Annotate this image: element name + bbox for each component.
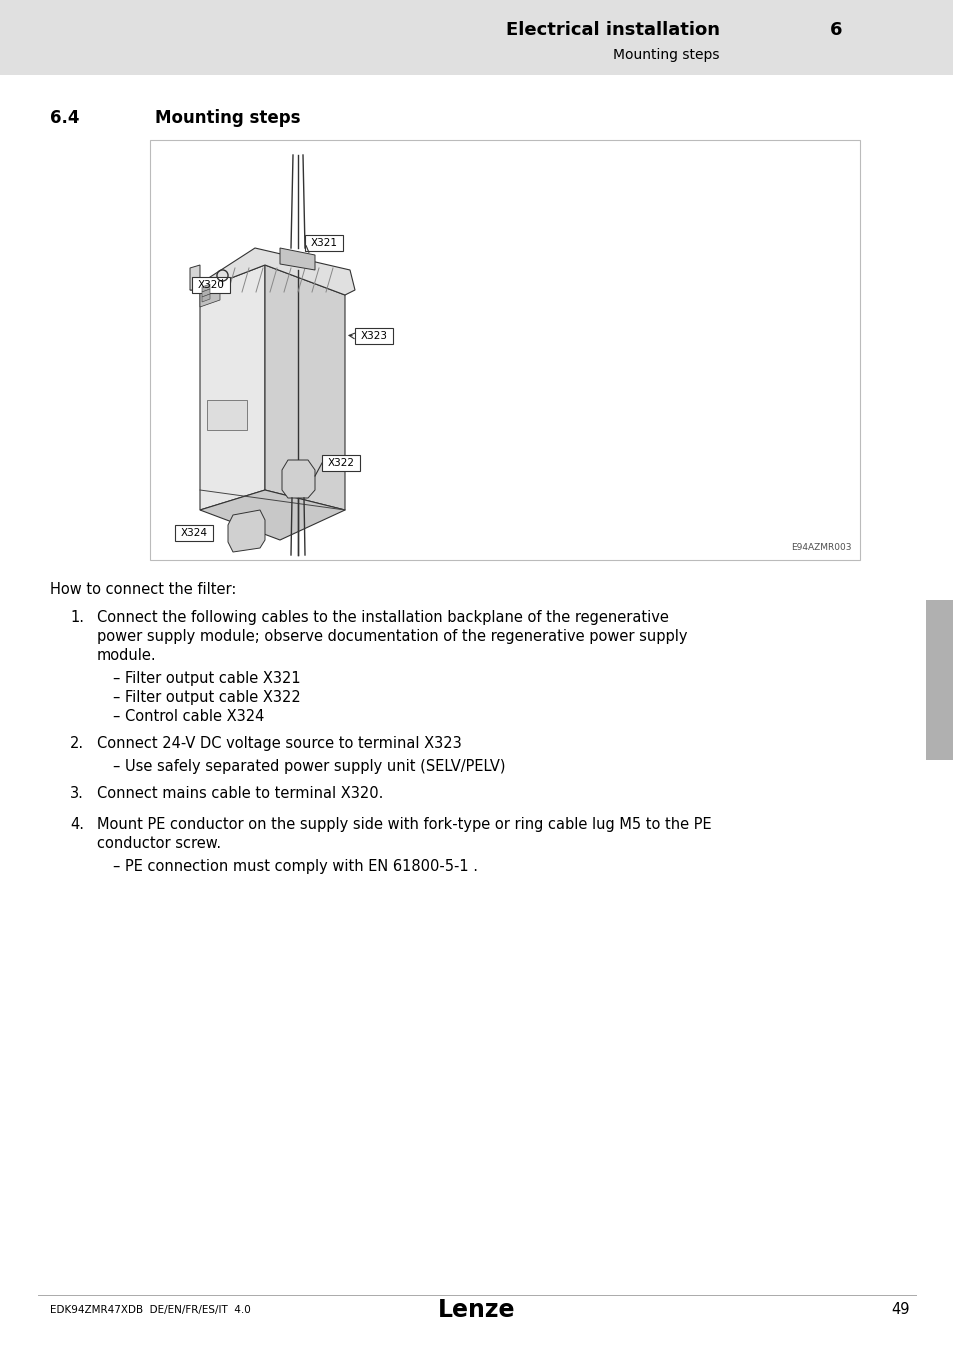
Bar	[925, 599, 953, 760]
Bar	[192, 277, 230, 293]
Bar	[174, 525, 213, 541]
Text: How to connect the filter:: How to connect the filter:	[50, 582, 236, 597]
Text: 2.: 2.	[70, 736, 84, 751]
Text: X321: X321	[310, 238, 337, 248]
Bar	[305, 235, 343, 251]
Text: – Filter output cable X322: – Filter output cable X322	[112, 690, 300, 705]
Text: – PE connection must comply with EN 61800-5-1 .: – PE connection must comply with EN 6180…	[112, 859, 477, 873]
Polygon shape	[200, 265, 265, 510]
Text: 49: 49	[890, 1303, 909, 1318]
Text: X324: X324	[180, 528, 208, 539]
Bar	[355, 328, 393, 344]
Text: Connect the following cables to the installation backplane of the regenerative: Connect the following cables to the inst…	[97, 610, 668, 625]
Text: E94AZMR003: E94AZMR003	[791, 543, 851, 552]
Text: – Control cable X324: – Control cable X324	[112, 709, 264, 724]
Polygon shape	[280, 248, 314, 270]
Bar	[322, 455, 359, 471]
Polygon shape	[200, 490, 345, 540]
Text: 6: 6	[829, 22, 841, 39]
Text: – Use safely separated power supply unit (SELV/PELV): – Use safely separated power supply unit…	[112, 759, 505, 774]
Text: Lenze: Lenze	[437, 1297, 516, 1322]
Text: conductor screw.: conductor screw.	[97, 836, 221, 850]
Polygon shape	[200, 278, 220, 306]
Text: Mount PE conductor on the supply side with fork-type or ring cable lug M5 to the: Mount PE conductor on the supply side wi…	[97, 817, 711, 832]
Bar	[207, 400, 247, 431]
Text: – Filter output cable X321: – Filter output cable X321	[112, 671, 300, 686]
Text: EDK94ZMR47XDB  DE/EN/FR/ES/IT  4.0: EDK94ZMR47XDB DE/EN/FR/ES/IT 4.0	[50, 1305, 251, 1315]
Text: X322: X322	[327, 458, 355, 468]
Polygon shape	[202, 284, 210, 292]
Text: module.: module.	[97, 648, 156, 663]
Polygon shape	[202, 289, 210, 297]
Text: 3.: 3.	[70, 786, 84, 801]
Text: Connect mains cable to terminal X320.: Connect mains cable to terminal X320.	[97, 786, 383, 801]
Text: Connect 24-V DC voltage source to terminal X323: Connect 24-V DC voltage source to termin…	[97, 736, 461, 751]
Polygon shape	[228, 510, 265, 552]
Polygon shape	[202, 294, 210, 302]
Bar	[0, 0, 953, 76]
Text: X323: X323	[360, 331, 387, 342]
Polygon shape	[190, 248, 355, 296]
Polygon shape	[265, 265, 345, 510]
Text: 1.: 1.	[70, 610, 84, 625]
Bar	[150, 140, 859, 560]
Text: 4.: 4.	[70, 817, 84, 832]
Text: X320: X320	[197, 279, 224, 290]
Polygon shape	[190, 265, 200, 290]
Text: power supply module; observe documentation of the regenerative power supply: power supply module; observe documentati…	[97, 629, 687, 644]
Text: Mounting steps: Mounting steps	[154, 109, 300, 127]
Text: Electrical installation: Electrical installation	[505, 22, 720, 39]
Polygon shape	[282, 460, 314, 498]
Text: Mounting steps: Mounting steps	[613, 49, 720, 62]
Text: 6.4: 6.4	[50, 109, 79, 127]
